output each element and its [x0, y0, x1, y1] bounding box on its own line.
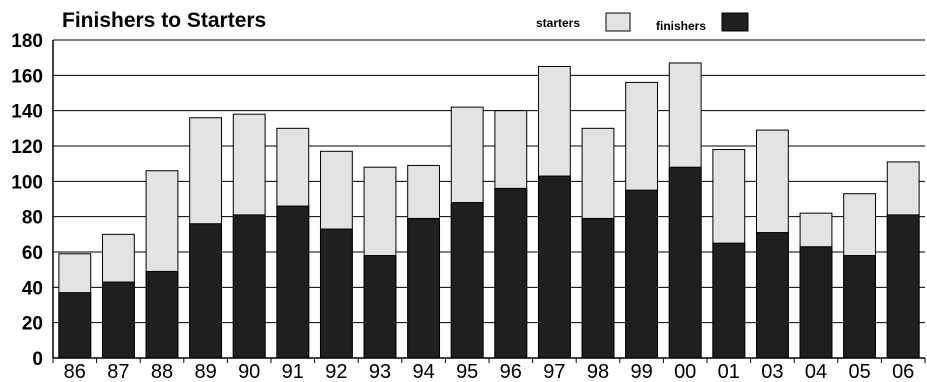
x-tick-label: 96	[500, 361, 522, 382]
bar-finishers-90	[232, 214, 266, 359]
y-tick-label: 20	[22, 314, 43, 335]
x-tick-label: 06	[892, 361, 914, 382]
x-tick-label: 94	[412, 361, 434, 382]
legend: starters finishers	[536, 12, 749, 33]
x-tick-label: 86	[64, 361, 86, 382]
chart-title: Finishers to Starters	[62, 9, 266, 32]
legend-swatch-starters	[605, 12, 631, 32]
bar-finishers-04	[799, 246, 833, 359]
bar-finishers-03	[755, 232, 789, 359]
bar-finishers-98	[581, 217, 615, 359]
y-tick-label: 140	[11, 102, 43, 123]
x-axis-ticks: 86 87 88 89 90 91 92 93 94 95 96 97 98 99 00 01 03 04 05 06	[64, 361, 915, 382]
y-axis-ticks: 0 20 40 60 80 100 120 140 160 180	[11, 31, 43, 370]
bar-finishers-06	[886, 214, 920, 359]
bar-finishers-97	[537, 175, 571, 359]
bar-finishers-92	[319, 228, 353, 359]
x-tick-label: 90	[238, 361, 260, 382]
bar-finishers-91	[276, 205, 310, 359]
x-tick-label: 93	[369, 361, 391, 382]
axes	[52, 40, 926, 363]
bar-finishers-95	[450, 202, 484, 359]
y-tick-label: 80	[22, 208, 43, 229]
x-tick-label: 97	[543, 361, 565, 382]
bar-finishers-93	[363, 255, 397, 359]
x-tick-label: 01	[718, 361, 740, 382]
y-tick-label: 160	[11, 66, 43, 87]
x-tick-label: 04	[805, 361, 827, 382]
gridlines	[53, 39, 925, 324]
bar-finishers-96	[494, 187, 528, 359]
x-tick-label: 00	[674, 361, 696, 382]
y-tick-label: 120	[11, 137, 43, 158]
x-tick-label: 89	[194, 361, 216, 382]
bar-finishers-87	[101, 281, 135, 359]
bar-finishers-86	[58, 292, 92, 359]
x-tick-label: 03	[761, 361, 783, 382]
bar-finishers-00	[668, 166, 702, 359]
y-tick-label: 100	[11, 172, 43, 193]
bar-finishers-94	[407, 217, 441, 359]
x-tick-label: 98	[587, 361, 609, 382]
legend-label-finishers: finishers	[656, 19, 706, 33]
x-tick-label: 87	[107, 361, 129, 382]
x-tick-label: 05	[848, 361, 870, 382]
bars	[58, 62, 920, 359]
legend-swatch-finishers	[721, 12, 749, 32]
bar-finishers-99	[625, 189, 659, 359]
y-tick-label: 0	[32, 349, 43, 370]
x-tick-label: 91	[282, 361, 304, 382]
legend-label-starters: starters	[536, 16, 580, 30]
y-tick-label: 180	[11, 31, 43, 52]
x-tick-label: 88	[151, 361, 173, 382]
bar-finishers-88	[145, 270, 179, 359]
x-tick-label: 95	[456, 361, 478, 382]
bar-finishers-89	[189, 223, 223, 359]
y-tick-label: 40	[22, 278, 43, 299]
x-tick-label: 99	[630, 361, 652, 382]
bar-finishers-01	[712, 242, 746, 359]
x-tick-label: 92	[325, 361, 347, 382]
bar-finishers-05	[843, 255, 877, 359]
y-tick-label: 60	[22, 243, 43, 264]
